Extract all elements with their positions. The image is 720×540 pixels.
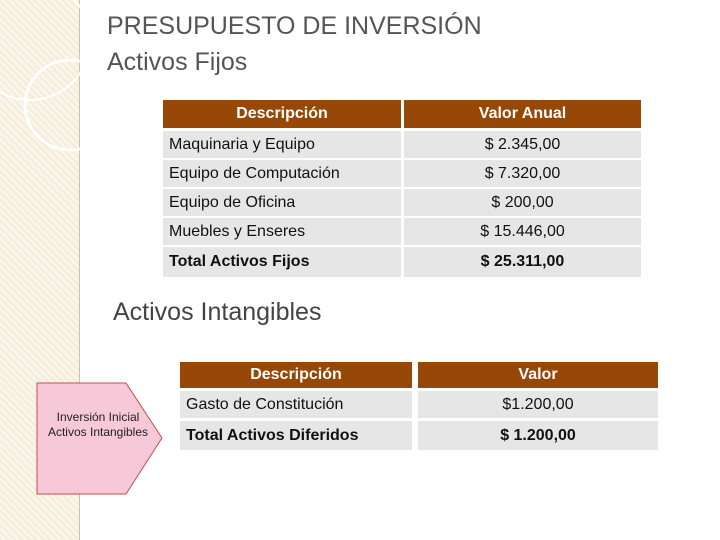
table-cell: Gasto de Constitución [180, 391, 412, 418]
table-cell: Equipo de Computación [163, 160, 401, 187]
table-cell: $ 200,00 [404, 189, 641, 216]
table-cell: Descripción [163, 100, 401, 128]
table-cell: Muebles y Enseres [163, 218, 401, 245]
section-title: Activos Intangibles [113, 298, 322, 326]
table-cell: Total Activos Fijos [163, 247, 401, 277]
table-cell: $ 1.200,00 [418, 421, 658, 450]
table-cell: $ 25.311,00 [404, 247, 641, 277]
table-cell: Valor Anual [404, 100, 641, 128]
title: PRESUPUESTO DE INVERSIÓN [107, 12, 482, 40]
decor-circles [0, 0, 117, 152]
table-cell: Valor [418, 362, 658, 388]
table-cell: $1.200,00 [418, 391, 658, 418]
table-cell: $ 7.320,00 [404, 160, 641, 187]
table-cell: Descripción [180, 362, 412, 388]
table-cell: Maquinaria y Equipo [163, 131, 401, 158]
callout-text: Inversión Inicial Activos Intangibles [47, 410, 149, 439]
callout-arrow [36, 382, 163, 495]
table-cell: Total Activos Diferidos [180, 421, 412, 450]
table-cell: $ 2.345,00 [404, 131, 641, 158]
table-cell: $ 15.446,00 [404, 218, 641, 245]
table-cell: Equipo de Oficina [163, 189, 401, 216]
subtitle: Activos Fijos [107, 48, 248, 76]
